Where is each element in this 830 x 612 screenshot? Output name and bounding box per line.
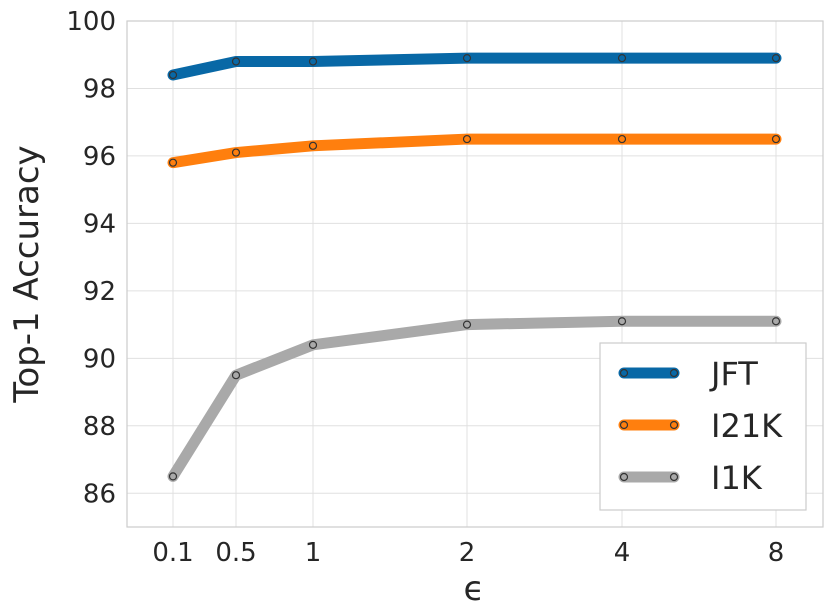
data-point-i1k <box>231 371 241 380</box>
legend-marker <box>619 420 629 430</box>
data-point-i21k <box>231 148 241 157</box>
plot-frame <box>126 20 824 528</box>
data-point-i21k <box>308 141 318 150</box>
data-point-i1k <box>168 472 178 481</box>
x-tick-label: 1 <box>305 538 322 568</box>
legend-marker <box>669 420 679 430</box>
data-point-i1k <box>617 317 627 326</box>
data-point-jft <box>617 54 627 63</box>
legend: JFT I21K I1K <box>599 342 807 511</box>
data-point-i21k <box>771 134 781 144</box>
legend-label-i21k: I21K <box>711 407 783 445</box>
legend-marker <box>619 368 629 378</box>
series-line-jft <box>167 52 782 81</box>
y-tick-label: 92 <box>83 277 116 307</box>
legend-marker <box>669 472 679 482</box>
series-line-i1k <box>167 315 782 482</box>
legend-label-jft: JFT <box>709 355 758 393</box>
data-point-jft <box>231 57 241 66</box>
x-tick-labels: 0.1 0.5 1 2 4 8 <box>152 538 784 568</box>
data-point-i21k <box>617 134 627 144</box>
data-point-i21k <box>168 158 178 167</box>
data-point-i1k <box>308 340 318 349</box>
data-point-jft <box>308 57 318 66</box>
legend-marker <box>619 472 629 482</box>
x-axis-label: ϵ <box>464 569 485 609</box>
legend-label-i1k: I1K <box>711 459 763 497</box>
data-point-i21k <box>462 134 472 144</box>
data-point-jft <box>771 54 781 63</box>
series-line-i21k <box>167 133 782 169</box>
y-tick-label: 100 <box>66 7 116 37</box>
y-tick-labels: 86 88 90 92 94 96 98 100 <box>66 7 116 509</box>
y-tick-label: 88 <box>83 412 116 442</box>
series-layer <box>167 52 782 482</box>
legend-marker <box>669 368 679 378</box>
data-point-jft <box>168 70 178 80</box>
y-tick-label: 86 <box>83 479 116 509</box>
x-tick-label: 0.1 <box>152 538 193 568</box>
y-tick-label: 96 <box>83 142 116 172</box>
y-tick-label: 90 <box>83 344 116 374</box>
data-point-i1k <box>771 317 781 326</box>
y-tick-label: 98 <box>83 74 116 104</box>
y-tick-label: 94 <box>83 209 116 239</box>
data-point-jft <box>462 54 472 63</box>
y-axis-label: Top-1 Accuracy <box>7 145 47 403</box>
data-point-i1k <box>462 320 472 329</box>
x-tick-label: 0.5 <box>215 538 256 568</box>
x-tick-label: 2 <box>459 538 476 568</box>
x-tick-label: 4 <box>614 538 631 568</box>
x-tick-label: 8 <box>768 538 785 568</box>
